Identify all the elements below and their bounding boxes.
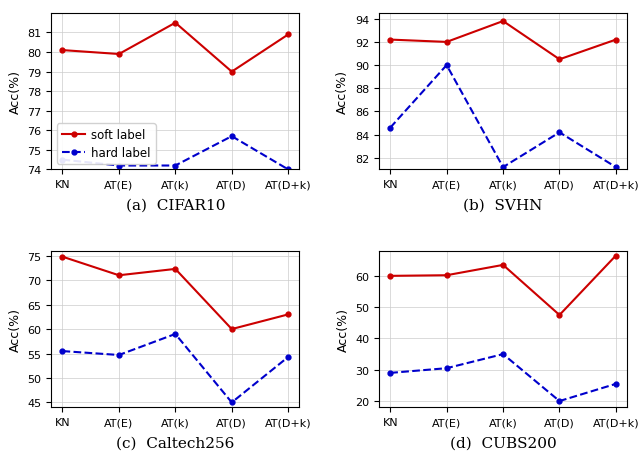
Line: soft label: soft label (60, 21, 291, 75)
soft label: (3, 60): (3, 60) (228, 326, 236, 332)
soft label: (0, 80.1): (0, 80.1) (59, 48, 67, 54)
soft label: (1, 92): (1, 92) (443, 40, 451, 45)
hard label: (0, 29): (0, 29) (387, 370, 394, 376)
Y-axis label: Acc(%): Acc(%) (9, 70, 22, 114)
hard label: (4, 54.3): (4, 54.3) (284, 354, 292, 360)
soft label: (3, 47.5): (3, 47.5) (556, 313, 563, 318)
hard label: (2, 74.2): (2, 74.2) (172, 163, 179, 169)
soft label: (4, 66.5): (4, 66.5) (612, 253, 620, 259)
hard label: (1, 74.2): (1, 74.2) (115, 163, 123, 169)
soft label: (2, 93.8): (2, 93.8) (499, 19, 507, 25)
hard label: (3, 75.7): (3, 75.7) (228, 134, 236, 140)
hard label: (3, 45): (3, 45) (228, 400, 236, 405)
Line: hard label: hard label (388, 63, 618, 170)
hard label: (3, 84.2): (3, 84.2) (556, 130, 563, 136)
soft label: (0, 92.2): (0, 92.2) (387, 38, 394, 43)
Legend: soft label, hard label: soft label, hard label (57, 124, 156, 164)
hard label: (1, 90): (1, 90) (443, 63, 451, 69)
soft label: (3, 79): (3, 79) (228, 69, 236, 75)
hard label: (3, 20): (3, 20) (556, 399, 563, 404)
soft label: (4, 92.2): (4, 92.2) (612, 38, 620, 43)
Y-axis label: Acc(%): Acc(%) (9, 307, 22, 351)
soft label: (3, 90.5): (3, 90.5) (556, 57, 563, 63)
Line: soft label: soft label (388, 19, 618, 63)
hard label: (2, 35): (2, 35) (499, 351, 507, 357)
soft label: (0, 74.8): (0, 74.8) (59, 254, 67, 260)
soft label: (1, 60.2): (1, 60.2) (443, 273, 451, 278)
hard label: (4, 74): (4, 74) (284, 167, 292, 173)
hard label: (0, 84.6): (0, 84.6) (387, 125, 394, 131)
soft label: (2, 72.3): (2, 72.3) (172, 267, 179, 272)
hard label: (2, 81.2): (2, 81.2) (499, 165, 507, 170)
soft label: (2, 81.5): (2, 81.5) (172, 21, 179, 26)
X-axis label: (b)  SVHN: (b) SVHN (463, 198, 543, 212)
Line: soft label: soft label (388, 254, 618, 318)
Line: hard label: hard label (60, 134, 291, 173)
X-axis label: (c)  Caltech256: (c) Caltech256 (116, 435, 234, 450)
hard label: (4, 81.2): (4, 81.2) (612, 165, 620, 170)
Line: hard label: hard label (60, 332, 291, 405)
soft label: (1, 79.9): (1, 79.9) (115, 52, 123, 58)
hard label: (1, 54.7): (1, 54.7) (115, 352, 123, 358)
hard label: (0, 74.5): (0, 74.5) (59, 157, 67, 163)
Line: soft label: soft label (60, 255, 291, 332)
Y-axis label: Acc(%): Acc(%) (337, 307, 349, 351)
X-axis label: (d)  CUBS200: (d) CUBS200 (450, 435, 556, 450)
soft label: (1, 71): (1, 71) (115, 273, 123, 278)
soft label: (2, 63.5): (2, 63.5) (499, 263, 507, 268)
Line: hard label: hard label (388, 352, 618, 404)
hard label: (4, 25.5): (4, 25.5) (612, 381, 620, 387)
soft label: (4, 80.9): (4, 80.9) (284, 32, 292, 38)
hard label: (0, 55.5): (0, 55.5) (59, 349, 67, 354)
soft label: (0, 60): (0, 60) (387, 274, 394, 279)
soft label: (4, 63): (4, 63) (284, 312, 292, 318)
hard label: (1, 30.5): (1, 30.5) (443, 366, 451, 371)
X-axis label: (a)  CIFAR10: (a) CIFAR10 (125, 198, 225, 212)
hard label: (2, 59): (2, 59) (172, 332, 179, 337)
Y-axis label: Acc(%): Acc(%) (337, 70, 349, 114)
